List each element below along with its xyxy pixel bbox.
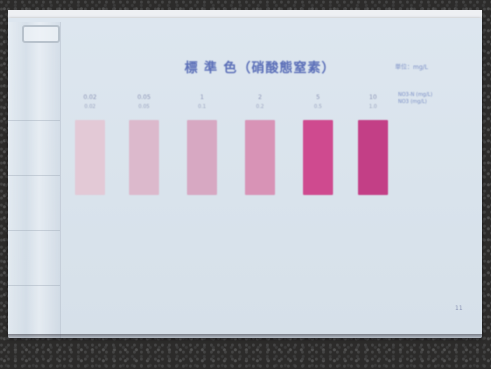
- unit-legend: NO3-N (mg/L) NO3 (mg/L): [398, 92, 432, 106]
- color-swatch: [245, 120, 275, 195]
- swatch-column: 1 0.1: [182, 93, 222, 195]
- swatch-value: 0.1: [198, 104, 206, 110]
- card-shadow: [8, 334, 482, 340]
- swatch-label: 2: [258, 94, 262, 101]
- corner-note: 単位：mg/L: [395, 64, 429, 71]
- tube-graduation: [8, 285, 60, 286]
- swatch-label: 0.05: [137, 94, 151, 101]
- swatch-value: 1.0: [369, 104, 377, 110]
- color-swatch: [187, 120, 217, 195]
- color-swatch: [129, 120, 159, 195]
- swatch-label: 0.02: [83, 94, 97, 101]
- color-swatch: [303, 120, 333, 195]
- color-swatch: [358, 120, 388, 195]
- color-swatch: [75, 120, 105, 195]
- page-number: 11: [455, 305, 463, 312]
- swatch-value: 0.2: [256, 104, 264, 110]
- swatch-label: 10: [369, 94, 377, 101]
- swatch-value: 0.05: [138, 104, 150, 110]
- tube-graduation: [8, 230, 60, 231]
- swatch-label: 1: [200, 94, 204, 101]
- swatch-column: 0.05 0.05: [124, 93, 164, 195]
- swatch-column: 2 0.2: [240, 93, 280, 195]
- swatch-label: 5: [316, 94, 320, 101]
- chart-title: 標 準 色（硝酸態窒素）: [184, 61, 336, 76]
- tube-graduation: [8, 175, 60, 176]
- tube-graduation: [8, 120, 60, 121]
- test-tube: [8, 22, 61, 338]
- swatch-value: 0.02: [84, 104, 96, 110]
- unit-line: NO3 (mg/L): [398, 99, 427, 105]
- swatch-value: 0.5: [314, 104, 322, 110]
- unit-line: NO3-N (mg/L): [398, 92, 433, 98]
- swatch-column: 5 0.5: [298, 93, 338, 195]
- test-tube-cap: [22, 25, 60, 43]
- swatch-column: 10 1.0: [353, 93, 393, 195]
- swatch-column: 0.02 0.02: [70, 93, 110, 195]
